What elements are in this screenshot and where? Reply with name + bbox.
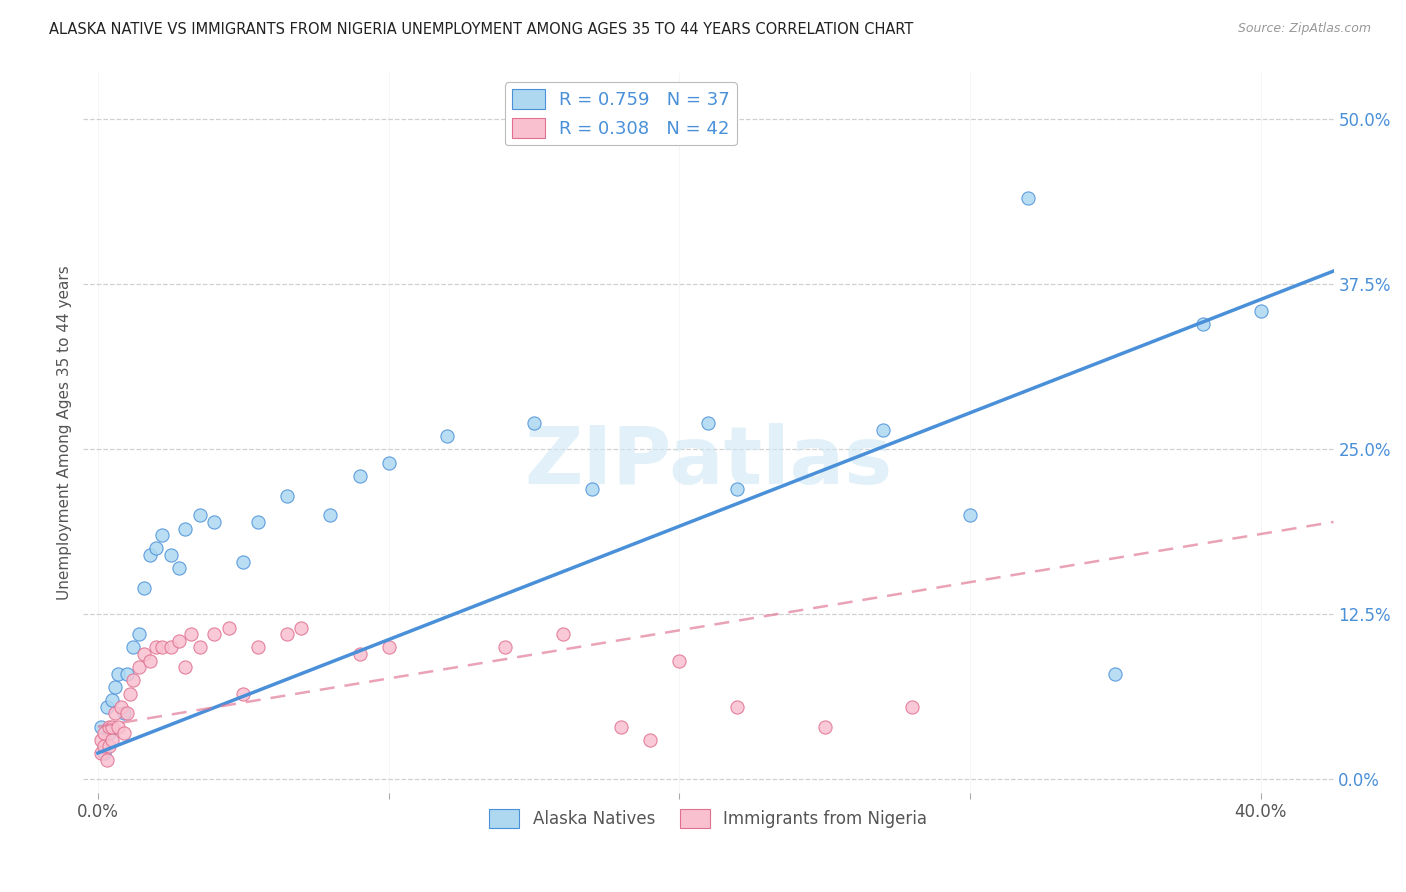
Point (167, 561, 190, 575)
Text: ZIPatlas: ZIPatlas (524, 423, 893, 500)
Point (121, 640, 143, 655)
Point (246, 640, 269, 655)
Point (134, 581, 156, 595)
Point (377, 640, 399, 655)
Point (93, 739, 115, 754)
Point (188, 508, 211, 523)
Point (218, 621, 240, 635)
Point (959, 508, 981, 523)
Point (551, 627, 574, 641)
Point (96, 699, 118, 714)
Point (638, 732, 661, 747)
Point (104, 706, 127, 721)
Point (110, 699, 132, 714)
Point (90, 732, 112, 747)
Point (101, 732, 124, 747)
Point (1104, 666, 1126, 681)
Point (276, 489, 298, 503)
Point (101, 693, 124, 707)
Point (1017, 191, 1039, 205)
Point (174, 660, 197, 674)
Point (276, 627, 298, 641)
Point (494, 640, 516, 655)
Point (1250, 303, 1272, 318)
Point (90, 720, 112, 734)
Point (115, 666, 138, 681)
Point (167, 633, 190, 648)
Point (139, 548, 162, 562)
Point (112, 726, 135, 740)
Legend: Alaska Natives, Immigrants from Nigeria: Alaska Natives, Immigrants from Nigeria (482, 803, 934, 835)
Point (174, 522, 197, 536)
Point (180, 627, 202, 641)
Point (93, 746, 115, 760)
Point (232, 687, 254, 701)
Point (150, 528, 173, 542)
Point (139, 654, 162, 668)
Point (150, 640, 173, 655)
Point (96, 753, 118, 767)
Point (145, 541, 167, 556)
Point (727, 699, 749, 714)
Point (901, 699, 924, 714)
Point (188, 640, 211, 655)
Point (115, 706, 138, 721)
Point (121, 673, 143, 688)
Point (668, 654, 690, 668)
Point (98, 726, 121, 740)
Y-axis label: Unemployment Among Ages 35 to 44 years: Unemployment Among Ages 35 to 44 years (58, 266, 72, 600)
Point (872, 423, 894, 437)
Point (436, 429, 458, 443)
Point (202, 627, 225, 641)
Point (93, 726, 115, 740)
Point (727, 482, 749, 496)
Point (159, 640, 181, 655)
Point (90, 746, 112, 760)
Point (104, 680, 127, 694)
Point (134, 647, 156, 661)
Point (610, 720, 633, 734)
Point (107, 720, 129, 734)
Point (145, 640, 167, 655)
Point (118, 687, 141, 701)
Point (814, 720, 837, 734)
Point (98, 720, 121, 734)
Point (349, 468, 371, 483)
Point (581, 482, 603, 496)
Text: Source: ZipAtlas.com: Source: ZipAtlas.com (1237, 22, 1371, 36)
Point (232, 555, 254, 569)
Point (290, 621, 312, 635)
Point (107, 666, 129, 681)
Point (319, 508, 342, 523)
Point (112, 706, 135, 721)
Point (101, 720, 124, 734)
Text: ALASKA NATIVE VS IMMIGRANTS FROM NIGERIA UNEMPLOYMENT AMONG AGES 35 TO 44 YEARS : ALASKA NATIVE VS IMMIGRANTS FROM NIGERIA… (49, 22, 914, 37)
Point (523, 416, 546, 430)
Point (246, 515, 269, 529)
Point (349, 647, 371, 661)
Point (202, 515, 225, 529)
Point (1191, 317, 1213, 331)
Point (159, 548, 181, 562)
Point (697, 416, 720, 430)
Point (128, 660, 150, 674)
Point (98, 739, 121, 754)
Point (128, 627, 150, 641)
Point (377, 456, 399, 470)
